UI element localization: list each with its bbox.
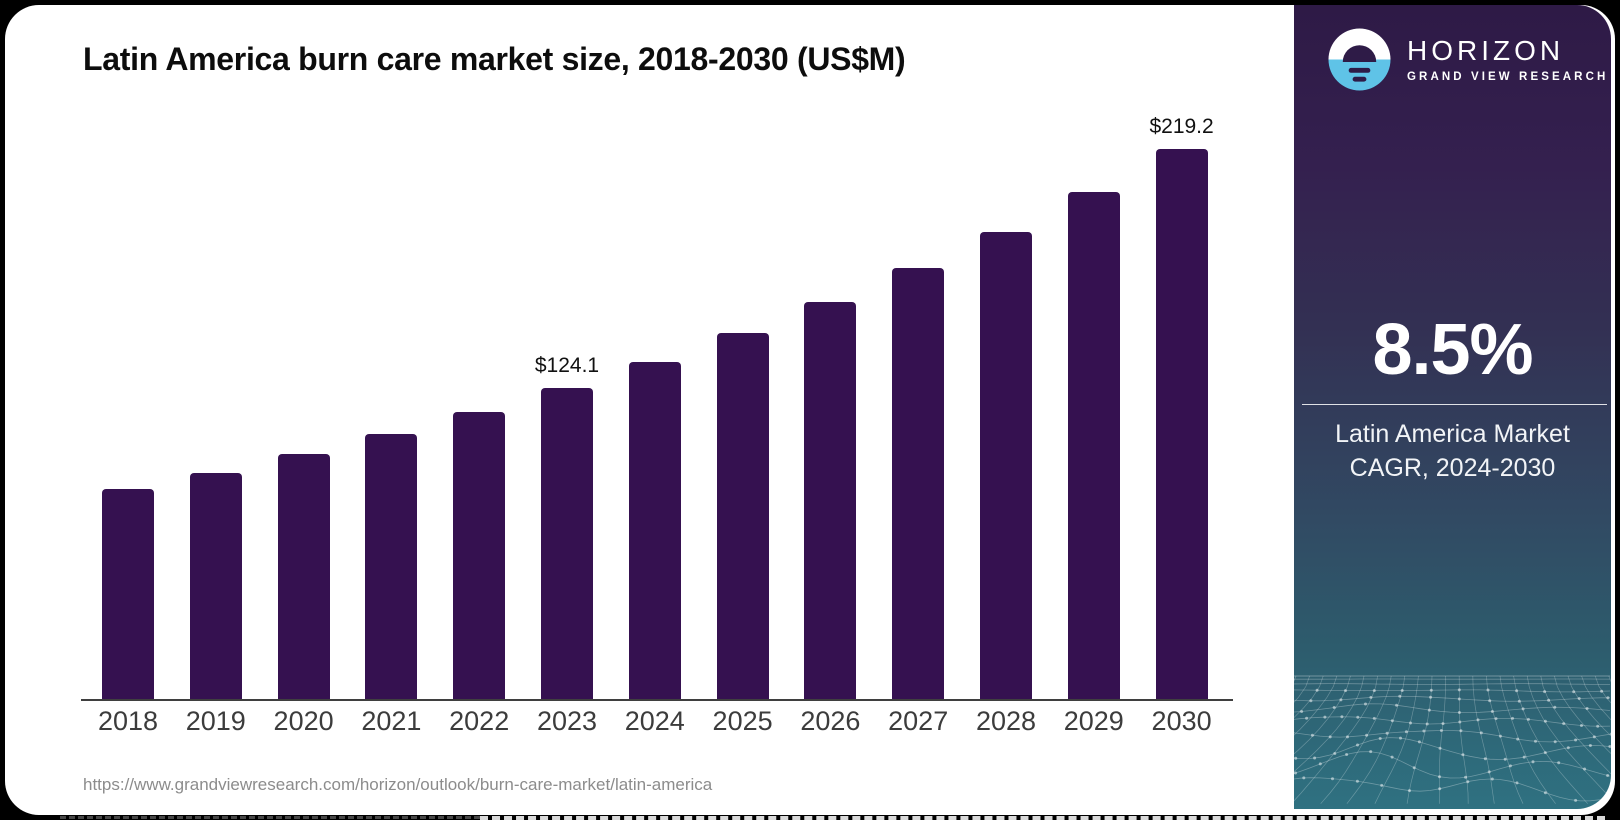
x-tick-2024: 2024	[624, 706, 685, 736]
chart-title: Latin America burn care market size, 201…	[83, 41, 906, 77]
horizon-sun-logo-icon	[1328, 28, 1391, 91]
x-tick-2030: 2030	[1151, 706, 1212, 736]
bar-2029	[1067, 192, 1120, 699]
cagr-value: 8.5%	[1372, 310, 1533, 390]
bar-2023	[541, 388, 593, 699]
value-label-2023: $124.1	[534, 354, 600, 377]
value-label-2030: $219.2	[1149, 115, 1214, 138]
brand-name: HORIZON	[1407, 34, 1565, 66]
bar-2019	[189, 473, 242, 699]
x-tick-2020: 2020	[273, 706, 334, 736]
x-tick-2022: 2022	[449, 706, 510, 736]
bar-2021	[365, 434, 418, 699]
bar-2027	[892, 268, 945, 699]
wireframe-mesh-graphic	[1294, 674, 1611, 809]
bar-2028	[980, 232, 1032, 699]
bottom-dashed-line	[480, 816, 1605, 820]
x-tick-2021: 2021	[361, 706, 422, 736]
x-tick-2026: 2026	[800, 706, 861, 736]
cagr-caption-line1: Latin America Market	[1335, 420, 1570, 448]
cagr-stat: 8.5% Latin America Market CAGR, 2024-203…	[1294, 310, 1611, 485]
x-tick-2029: 2029	[1063, 706, 1124, 736]
bottom-dashed-line-faint	[60, 816, 480, 819]
bar-2026	[804, 302, 857, 699]
source-url: https://www.grandviewresearch.com/horizo…	[83, 775, 713, 794]
bar-chart: 2018 2019 2020 2021 2022 2023 $124.1 2024 2025 20…	[5, 5, 1265, 820]
x-tick-2023: 2023	[536, 706, 598, 736]
x-tick-2018: 2018	[97, 706, 159, 736]
mesh-svg	[1294, 675, 1611, 804]
x-tick-2027: 2027	[888, 706, 949, 736]
bar-2024	[628, 362, 681, 699]
x-tick-2019: 2019	[185, 706, 246, 736]
bar-2020	[277, 454, 330, 699]
brand-tagline: GRAND VIEW RESEARCH	[1407, 70, 1609, 83]
x-tick-2028: 2028	[975, 706, 1037, 736]
bar-2025	[716, 333, 769, 699]
bar-2018	[102, 489, 154, 699]
bar-2030	[1155, 149, 1208, 699]
cagr-caption: Latin America Market CAGR, 2024-2030	[1294, 417, 1611, 485]
stat-divider	[1302, 404, 1607, 405]
x-tick-2025: 2025	[712, 706, 773, 736]
bar-2022	[453, 412, 506, 699]
x-axis-line	[81, 699, 1233, 701]
cagr-caption-line2: CAGR, 2024-2030	[1349, 454, 1556, 482]
brand-logo: HORIZON GRAND VIEW RESEARCH	[1328, 28, 1608, 91]
brand-sidebar: HORIZON GRAND VIEW RESEARCH 8.5% Latin A…	[1294, 5, 1611, 809]
